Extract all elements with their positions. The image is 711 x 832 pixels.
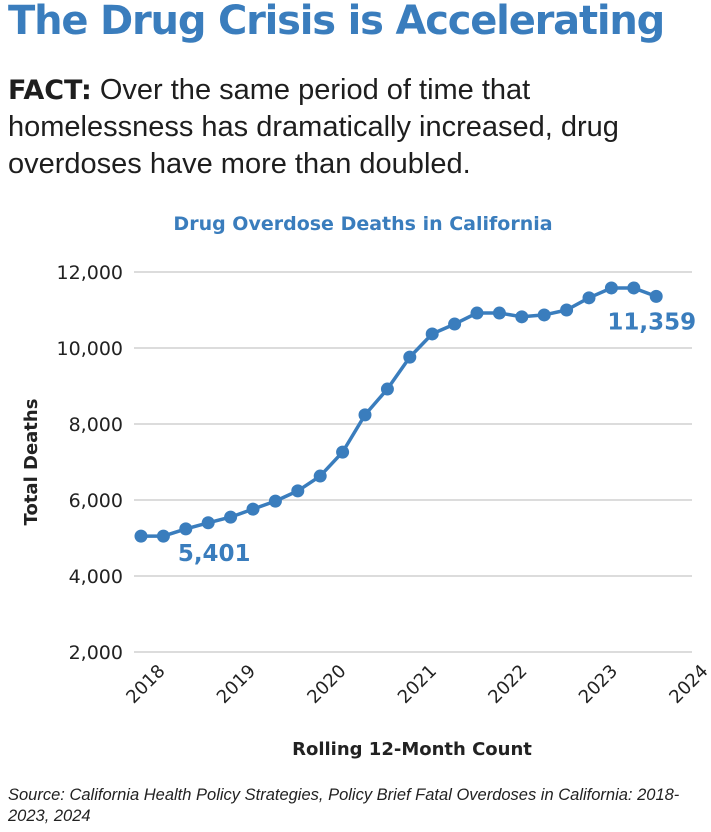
series-line bbox=[141, 286, 657, 538]
data-point bbox=[515, 310, 529, 324]
data-point bbox=[470, 306, 484, 320]
y-axis-label: Total Deaths bbox=[21, 399, 42, 526]
chart-title: Drug Overdose Deaths in California bbox=[173, 213, 552, 235]
data-point bbox=[291, 484, 305, 498]
data-point bbox=[492, 306, 506, 320]
fact-statement: FACT: Over the same period of time that … bbox=[8, 72, 708, 183]
series-line-path bbox=[141, 286, 657, 538]
data-label: 11,359 bbox=[607, 309, 696, 335]
y-tick-label: 4,000 bbox=[69, 566, 123, 588]
data-point bbox=[649, 289, 663, 303]
data-point bbox=[358, 408, 372, 422]
data-point bbox=[134, 529, 148, 543]
source-note: Source: California Health Policy Strateg… bbox=[8, 786, 680, 825]
data-point bbox=[246, 502, 260, 516]
data-point bbox=[156, 529, 170, 543]
y-tick-label: 10,000 bbox=[57, 338, 123, 360]
x-tick-label: 2019 bbox=[213, 661, 260, 708]
x-tick-label: 2024 bbox=[665, 661, 711, 708]
data-point bbox=[313, 469, 327, 483]
data-label: 5,401 bbox=[178, 541, 251, 567]
x-tick-label: 2018 bbox=[122, 661, 169, 708]
data-point bbox=[268, 494, 282, 508]
x-tick-label: 2022 bbox=[484, 661, 531, 708]
overdose-chart: Drug Overdose Deaths in California 12,00… bbox=[21, 213, 711, 760]
data-point bbox=[201, 516, 215, 530]
data-point bbox=[403, 350, 417, 364]
x-tick-label: 2023 bbox=[575, 661, 622, 708]
y-axis-ticks: 12,000 10,000 8,000 6,000 4,000 2,000 bbox=[57, 262, 123, 664]
x-tick-label: 2020 bbox=[303, 661, 350, 708]
x-tick-label: 2021 bbox=[394, 661, 441, 708]
fact-text: Over the same period of time that homele… bbox=[8, 74, 619, 180]
x-axis-label: Rolling 12-Month Count bbox=[292, 739, 532, 760]
data-point bbox=[560, 303, 574, 317]
y-tick-label: 8,000 bbox=[69, 414, 123, 436]
y-tick-label: 12,000 bbox=[57, 262, 123, 284]
gridlines bbox=[134, 271, 692, 653]
data-point bbox=[179, 522, 193, 536]
data-point bbox=[604, 281, 618, 295]
annotations: 5,401 11,359 bbox=[178, 309, 696, 566]
data-point bbox=[448, 317, 462, 331]
data-point bbox=[582, 291, 596, 305]
data-point bbox=[380, 382, 394, 396]
y-tick-label: 2,000 bbox=[69, 642, 123, 664]
data-point bbox=[425, 327, 439, 341]
data-point bbox=[336, 445, 350, 459]
x-axis-ticks: 2018 2019 2020 2021 2022 2023 2024 bbox=[122, 661, 711, 708]
data-point bbox=[627, 281, 641, 295]
page-title: The Drug Crisis is Accelerating bbox=[8, 0, 665, 44]
fact-label: FACT: bbox=[8, 75, 92, 106]
data-point bbox=[537, 308, 551, 322]
data-point bbox=[224, 510, 238, 524]
series-points bbox=[134, 281, 663, 543]
y-tick-label: 6,000 bbox=[69, 490, 123, 512]
